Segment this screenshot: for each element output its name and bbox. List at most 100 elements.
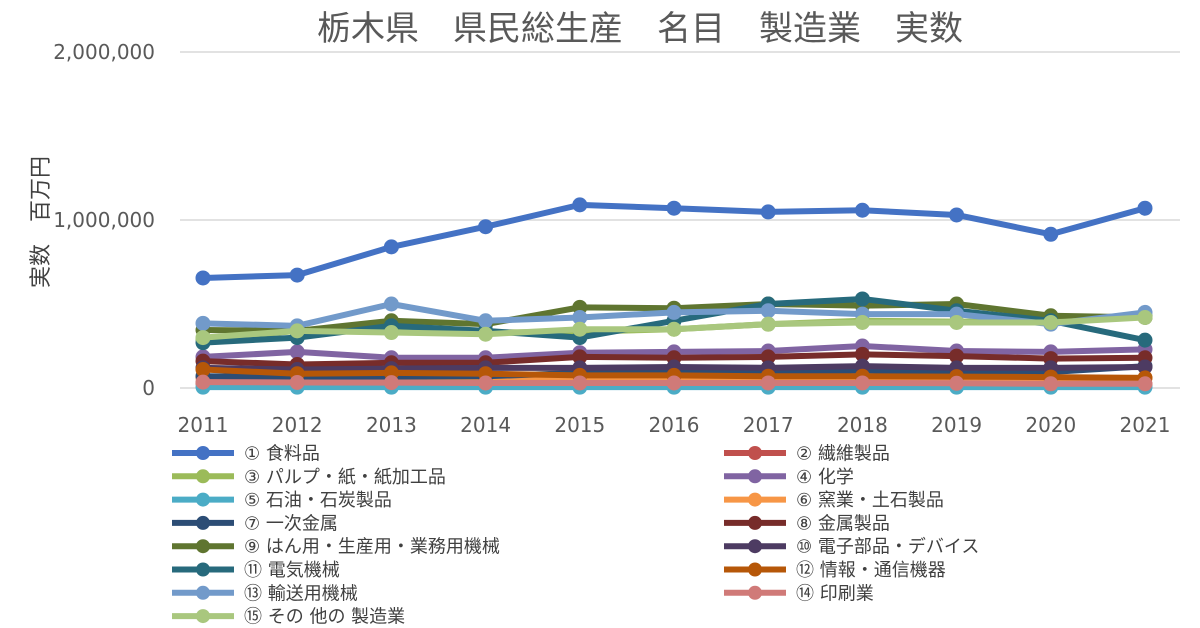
legend-item-2: ② 繊維製品	[724, 444, 890, 465]
x-tick-label-2017: 2017	[743, 413, 794, 437]
x-tick-label-2012: 2012	[272, 413, 323, 437]
legend-item-4: ④ 化学	[724, 467, 854, 488]
y-tick-labels: 0 1,000,000 2,000,000	[53, 40, 155, 400]
data-point-14-2013	[383, 375, 399, 391]
legend-item-10: ⑩ 電子部品・デバイス	[724, 537, 979, 558]
legend-label-13: ⑬ 輸送用機械	[244, 583, 358, 604]
y-tick-label-2: 2,000,000	[53, 40, 155, 64]
data-point-1-2012	[289, 267, 305, 283]
data-point-13-2017	[760, 303, 776, 319]
data-point-1-2021	[1137, 200, 1153, 216]
data-point-15-2013	[383, 325, 399, 341]
data-point-15-2015	[572, 321, 588, 337]
data-point-8-2015	[572, 349, 588, 365]
data-point-14-2015	[572, 375, 588, 391]
series-group	[195, 197, 1153, 395]
legend-item-13: ⑬ 輸送用機械	[172, 583, 358, 604]
legend-item-9: ⑨ はん用・生産用・業務用機械	[172, 537, 500, 558]
y-axis-label: 実数 百万円	[29, 156, 54, 288]
data-point-8-2019	[949, 348, 965, 364]
x-tick-label-2021: 2021	[1120, 413, 1171, 437]
data-point-10-2021	[1137, 359, 1153, 375]
legend-label-9: ⑨ はん用・生産用・業務用機械	[244, 537, 500, 558]
data-point-1-2013	[383, 239, 399, 255]
data-point-15-2019	[949, 314, 965, 330]
data-point-15-2020	[1043, 314, 1059, 330]
legend-swatch-marker-12	[748, 562, 762, 577]
data-point-12-2011	[195, 362, 211, 378]
data-point-14-2014	[478, 375, 494, 391]
legend-swatch-marker-14	[748, 585, 762, 600]
x-tick-labels: 2011 2012 2013 2014 2015 2016 2017 2018 2019 2020…	[178, 413, 1171, 437]
data-point-14-2021	[1137, 376, 1153, 392]
data-point-1-2018	[854, 202, 870, 218]
x-tick-label-2018: 2018	[837, 413, 888, 437]
legend-swatch-marker-3	[196, 469, 210, 484]
data-point-15-2021	[1137, 309, 1153, 325]
legend-swatch-marker-1	[196, 446, 210, 460]
data-point-13-2016	[666, 304, 682, 320]
legend-label-10: ⑩ 電子部品・デバイス	[796, 537, 979, 558]
data-point-1-2017	[760, 204, 776, 220]
data-point-14-2019	[949, 375, 965, 391]
x-tick-label-2016: 2016	[649, 413, 700, 437]
data-point-13-2015	[572, 309, 588, 325]
legend-swatch-marker-8	[748, 515, 762, 530]
legend-label-14: ⑭ 印刷業	[796, 583, 874, 604]
data-point-14-2011	[195, 374, 211, 390]
legend-swatch-marker-5	[196, 492, 210, 507]
legend-item-14: ⑭ 印刷業	[724, 583, 874, 604]
chart-title: 栃木県 県民総生産 名目 製造業 実数	[317, 9, 963, 49]
legend-item-15: ⑮ その 他の 製造業	[172, 607, 405, 628]
legend-label-8: ⑧ 金属製品	[796, 513, 890, 534]
data-point-15-2018	[854, 314, 870, 330]
legend-item-11: ⑪ 電気機械	[172, 560, 340, 581]
data-point-8-2017	[760, 349, 776, 365]
data-point-14-2020	[1043, 376, 1059, 392]
legend-label-4: ④ 化学	[796, 467, 854, 488]
series-14	[195, 374, 1153, 392]
x-tick-label-2011: 2011	[178, 413, 229, 437]
data-point-4-2012	[289, 344, 305, 360]
y-tick-label-1: 1,000,000	[53, 208, 155, 232]
legend-item-1: ① 食料品	[172, 444, 320, 465]
data-point-15-2014	[478, 326, 494, 342]
legend-swatch-marker-11	[196, 562, 210, 577]
x-tick-label-2015: 2015	[554, 413, 605, 437]
data-point-1-2019	[949, 207, 965, 223]
legend-swatch-marker-9	[196, 539, 210, 554]
data-point-15-2012	[289, 323, 305, 339]
legend-swatch-marker-10	[748, 539, 762, 554]
data-point-1-2014	[478, 219, 494, 235]
data-point-11-2021	[1137, 332, 1153, 348]
data-point-14-2016	[666, 375, 682, 391]
data-point-15-2017	[760, 316, 776, 332]
series-1	[195, 197, 1153, 286]
x-tick-label-2019: 2019	[931, 413, 982, 437]
legend-item-7: ⑦ 一次金属	[172, 513, 338, 534]
data-point-11-2018	[854, 291, 870, 307]
grid-lines	[180, 51, 1180, 389]
data-point-8-2018	[854, 346, 870, 362]
legend-label-1: ① 食料品	[244, 444, 320, 465]
data-point-13-2013	[383, 296, 399, 312]
data-point-1-2016	[666, 200, 682, 216]
legend-label-11: ⑪ 電気機械	[244, 560, 340, 581]
x-tick-label-2020: 2020	[1025, 413, 1076, 437]
legend-label-7: ⑦ 一次金属	[244, 513, 338, 534]
data-point-13-2014	[478, 313, 494, 329]
legend-swatch-marker-13	[196, 585, 210, 600]
data-point-14-2018	[854, 375, 870, 391]
legend-swatch-marker-15	[196, 609, 210, 624]
series-line-1	[200, 201, 1148, 281]
legend-item-3: ③ パルプ・紙・紙加工品	[172, 467, 446, 488]
legend-item-5: ⑤ 石油・石炭製品	[172, 490, 392, 511]
x-tick-label-2014: 2014	[460, 413, 511, 437]
legend-label-15: ⑮ その 他の 製造業	[244, 607, 405, 628]
legend-swatch-marker-7	[196, 515, 210, 530]
legend-item-8: ⑧ 金属製品	[724, 513, 890, 534]
data-point-13-2011	[195, 315, 211, 331]
legend-label-12: ⑫ 情報・通信機器	[796, 560, 946, 581]
legend-label-3: ③ パルプ・紙・紙加工品	[244, 467, 446, 488]
